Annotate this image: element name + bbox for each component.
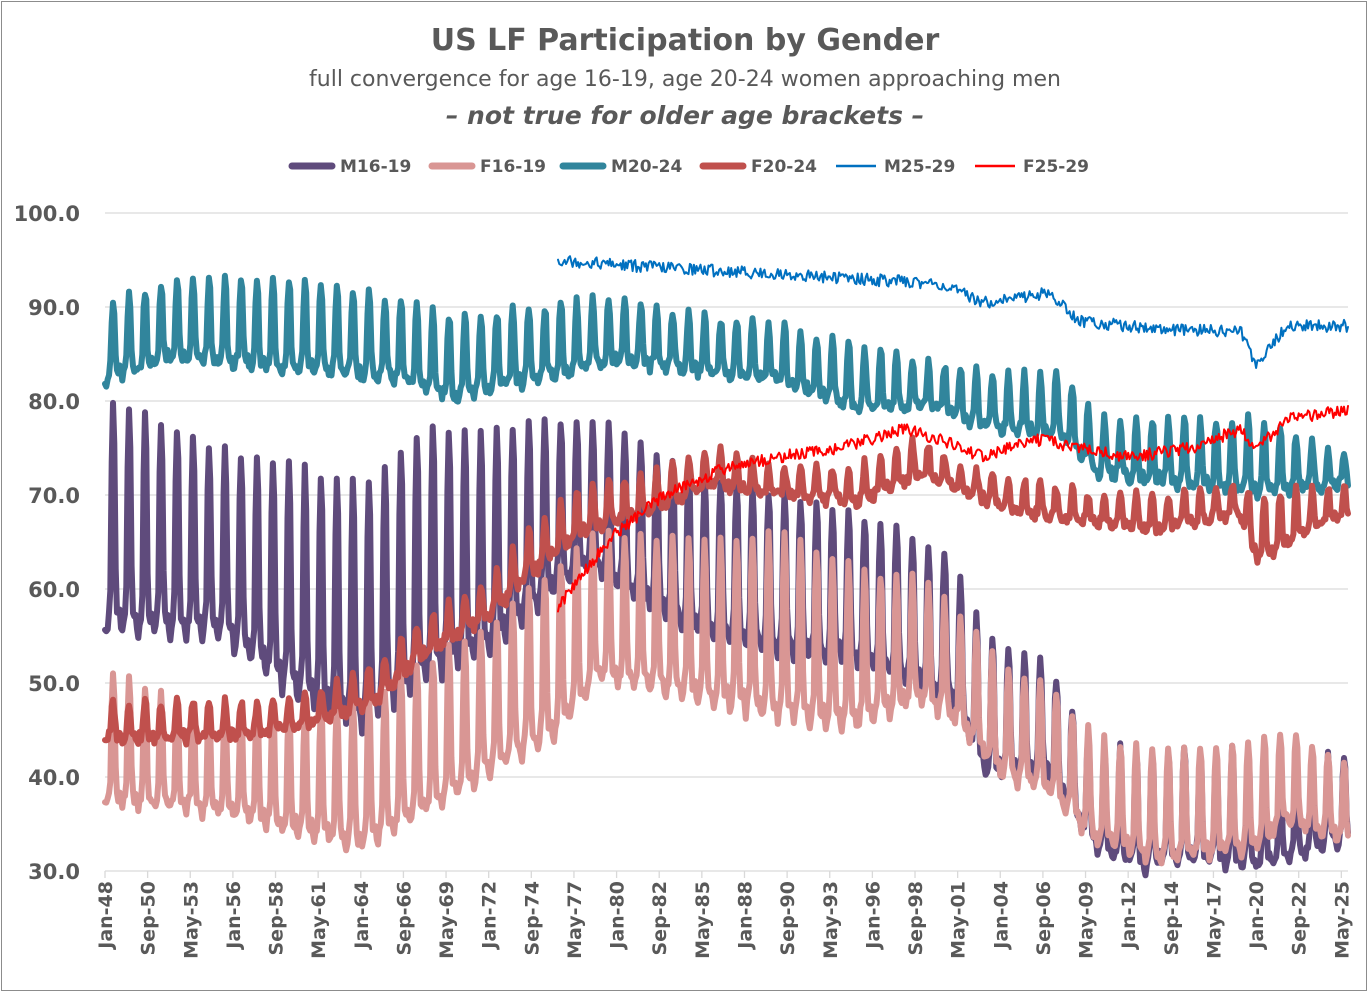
series-line-M16-19 (102, 399, 1351, 879)
y-tick-label: 50.0 (28, 672, 80, 696)
x-tick-label: May-25 (1331, 881, 1353, 959)
legend-label-F25-29: F25-29 (1023, 157, 1089, 177)
x-tick-label: Jan-88 (734, 881, 756, 951)
x-tick-label: Jan-12 (1118, 881, 1140, 951)
series-line-M25-29 (557, 255, 1349, 369)
x-tick-label: May-61 (308, 881, 330, 959)
y-axis: 30.0 40.0 50.0 60.0 70.0 80.0 90.0 100.0 (14, 202, 80, 884)
chart-subtitle-emphasis: – not true for older age brackets – (446, 101, 924, 130)
y-tick-label: 100.0 (14, 202, 80, 226)
y-tick-label: 60.0 (28, 578, 80, 602)
legend-label-F16-19: F16-19 (480, 157, 546, 177)
x-tick-label: Sep-74 (521, 881, 543, 956)
legend-label-F20-24: F20-24 (751, 157, 817, 177)
x-tick-label: May-09 (1076, 881, 1098, 959)
series-group (102, 255, 1351, 879)
x-tick-label: Jan-48 (95, 881, 117, 951)
chart-subtitle: full convergence for age 16-19, age 20-2… (309, 67, 1061, 92)
series-line-F20-24 (102, 434, 1351, 748)
x-tick-label: Sep-50 (138, 881, 160, 956)
x-tick-label: Sep-22 (1289, 881, 1311, 956)
series-line-F16-19 (102, 527, 1351, 867)
x-tick-label: Sep-98 (905, 881, 927, 956)
x-tick-label: Sep-14 (1161, 881, 1183, 956)
series-line-F25-29 (557, 405, 1349, 613)
y-tick-label: 80.0 (28, 390, 80, 414)
legend-label-M25-29: M25-29 (884, 157, 955, 177)
chart-title: US LF Participation by Gender (431, 23, 940, 58)
x-tick-label: May-53 (180, 881, 202, 959)
x-tick-label: May-17 (1203, 881, 1225, 959)
x-tick-label: Jan-96 (862, 881, 884, 951)
x-tick-label: May-77 (564, 881, 586, 959)
x-tick-label: Sep-66 (393, 881, 415, 956)
y-tick-label: 30.0 (28, 860, 80, 884)
x-tick-label: Jan-64 (351, 881, 373, 951)
x-tick-label: May-85 (692, 881, 714, 959)
y-tick-label: 40.0 (28, 766, 80, 790)
x-tick-label: Sep-58 (266, 881, 288, 956)
x-tick-label: Jan-72 (479, 881, 501, 951)
x-tick-label: Jan-20 (1246, 881, 1268, 951)
x-tick-label: Jan-04 (990, 881, 1012, 951)
legend: M16-19 F16-19 M20-24 F20-24 M25-29 F25-29 (288, 157, 1089, 177)
series-line-M20-24 (102, 272, 1351, 502)
x-tick-label: Sep-90 (777, 881, 799, 956)
x-tick-label: May-69 (436, 881, 458, 959)
legend-label-M16-19: M16-19 (340, 157, 411, 177)
legend-label-M20-24: M20-24 (611, 157, 682, 177)
y-tick-label: 70.0 (28, 484, 80, 508)
x-tick-label: Sep-06 (1033, 881, 1055, 956)
x-tick-label: Jan-80 (607, 881, 629, 951)
x-tick-label: Jan-56 (223, 881, 245, 951)
x-tick-label: May-93 (820, 881, 842, 959)
y-tick-label: 90.0 (28, 296, 80, 320)
x-axis: Jan-48 Sep-50 May-53 Jan-56 Sep-58 May-61 Jan-… (95, 871, 1353, 959)
x-tick-label: Sep-82 (649, 881, 671, 956)
x-tick-label: May-01 (948, 881, 970, 959)
